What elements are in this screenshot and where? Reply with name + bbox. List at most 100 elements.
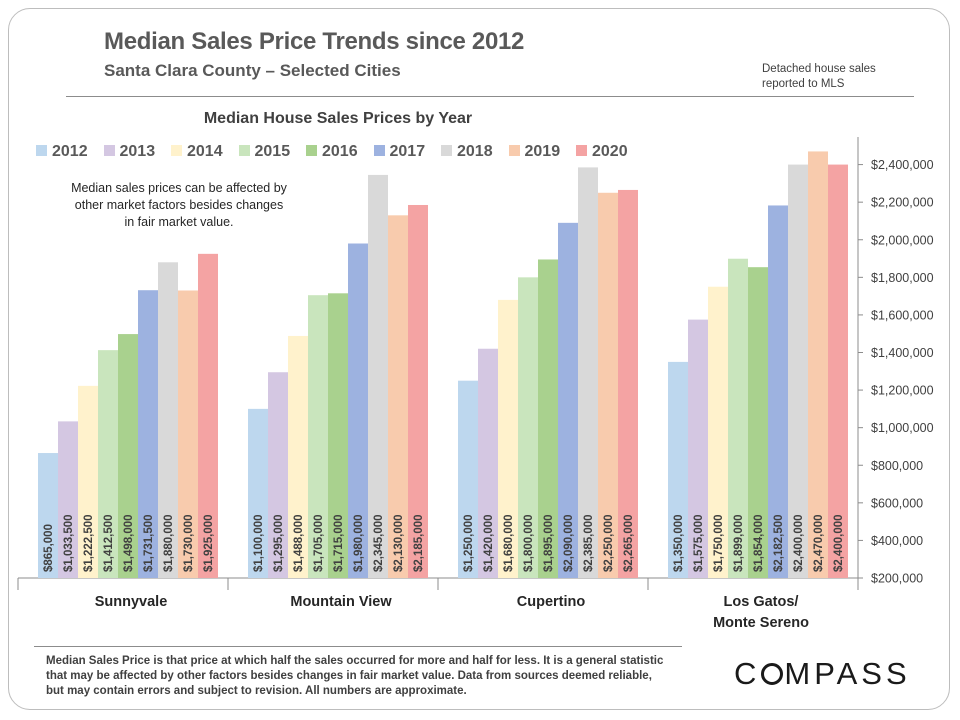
legend-label: 2012 <box>52 143 88 160</box>
data-label: $1,895,000 <box>543 514 555 572</box>
bar <box>388 215 408 578</box>
y-tick-label: $1,600,000 <box>871 308 934 322</box>
header-divider <box>66 96 914 97</box>
legend-label: 2018 <box>457 143 493 160</box>
legend-item: 2015 <box>238 141 291 163</box>
data-label: $1,854,000 <box>753 514 765 572</box>
legend-item: 2019 <box>508 141 560 163</box>
y-tick-label: $2,200,000 <box>871 196 934 210</box>
bar <box>478 348 498 578</box>
bar <box>248 408 268 578</box>
data-label: $1,575,000 <box>693 514 705 572</box>
compass-logo: C MPASS <box>734 656 911 691</box>
data-label: $2,345,000 <box>373 514 385 572</box>
page-subtitle: Santa Clara County – Selected Cities <box>104 61 401 80</box>
x-category-label: Monte Sereno <box>713 615 809 631</box>
data-label: $2,470,000 <box>813 514 825 572</box>
y-tick-label: $400,000 <box>871 534 923 548</box>
legend-label: 2015 <box>254 143 291 160</box>
data-label: $1,730,000 <box>183 514 195 572</box>
data-label: $1,033,500 <box>63 514 75 572</box>
bar <box>198 253 218 578</box>
bar <box>558 222 578 578</box>
y-tick-label: $800,000 <box>871 459 923 473</box>
bar <box>288 335 308 578</box>
annotation-line2: other market factors besides changes <box>74 198 284 212</box>
data-label: $865,000 <box>43 524 55 572</box>
legend-label: 2013 <box>119 143 156 160</box>
data-source-note: Detached house sales reported to MLS <box>762 62 876 92</box>
legend-swatch <box>576 145 587 157</box>
data-label: $2,400,000 <box>833 514 845 572</box>
data-label: $2,185,000 <box>413 514 425 572</box>
data-label: $1,800,000 <box>523 514 535 572</box>
legend-swatch <box>171 145 182 157</box>
legend-item: 2017 <box>373 141 426 163</box>
data-label: $2,400,000 <box>793 514 805 572</box>
x-category-label: Cupertino <box>517 594 586 610</box>
data-label: $2,265,000 <box>623 514 635 572</box>
bar <box>408 204 428 578</box>
legend-swatch <box>238 145 250 157</box>
data-label: $1,412,500 <box>103 514 115 572</box>
data-label: $1,680,000 <box>503 514 515 572</box>
x-category-label: Los Gatos/ <box>724 594 799 610</box>
y-tick-label: $1,200,000 <box>871 384 934 398</box>
legend-swatch <box>103 145 115 157</box>
y-tick-label: $200,000 <box>871 572 923 586</box>
bar <box>618 189 638 578</box>
footnote-divider <box>34 646 682 647</box>
footnote: Median Sales Price is that price at whic… <box>46 655 664 697</box>
data-label: $1,498,000 <box>123 514 135 572</box>
data-label: $1,295,000 <box>273 514 285 572</box>
legend-item: 2014 <box>171 141 223 163</box>
bar <box>348 243 368 578</box>
bar <box>458 380 478 578</box>
data-label: $1,899,000 <box>733 514 745 572</box>
bar <box>118 334 138 578</box>
data-label: $1,715,000 <box>333 514 345 572</box>
data-label: $2,385,000 <box>583 514 595 572</box>
legend-label: 2014 <box>187 143 223 160</box>
bar <box>828 164 848 579</box>
y-tick-label: $1,000,000 <box>871 421 934 435</box>
bar <box>58 421 78 578</box>
legend-label: 2017 <box>389 143 426 160</box>
y-tick-label: $1,800,000 <box>871 271 934 285</box>
data-source-note-line2: reported to MLS <box>762 78 845 90</box>
annotation-line1: Median sales prices can be affected by <box>71 181 287 195</box>
data-label: $1,222,500 <box>83 514 95 572</box>
bar <box>268 372 288 578</box>
y-tick-label: $2,000,000 <box>871 233 934 247</box>
legend-item: 2018 <box>441 141 493 163</box>
legend-item: 2013 <box>103 141 156 163</box>
data-source-note-line1: Detached house sales <box>762 63 876 75</box>
slide-frame <box>8 8 950 710</box>
data-label: $2,182,500 <box>773 514 785 572</box>
legend-item: 2012 <box>36 141 88 163</box>
data-label: $1,488,000 <box>293 514 305 572</box>
bar <box>538 259 558 578</box>
data-label: $1,980,000 <box>353 514 365 572</box>
legend-swatch <box>36 145 47 157</box>
data-label: $1,250,000 <box>463 514 475 572</box>
x-category-label: Mountain View <box>290 594 392 610</box>
bar <box>158 262 178 578</box>
data-label: $2,130,000 <box>393 514 405 572</box>
bar <box>788 164 808 579</box>
bar <box>668 361 688 578</box>
data-label: $2,250,000 <box>603 514 615 572</box>
data-label: $1,350,000 <box>673 514 685 572</box>
legend-swatch <box>441 145 452 157</box>
bar <box>808 151 828 578</box>
bar <box>78 385 98 578</box>
bar <box>178 290 198 578</box>
legend-swatch <box>306 145 317 157</box>
chart-title: Median House Sales Prices by Year <box>203 110 473 127</box>
bar <box>98 350 118 578</box>
annotation-line3: in fair market value. <box>124 215 234 229</box>
bar <box>518 277 538 578</box>
bar <box>748 267 768 578</box>
data-label: $1,750,000 <box>713 514 725 572</box>
